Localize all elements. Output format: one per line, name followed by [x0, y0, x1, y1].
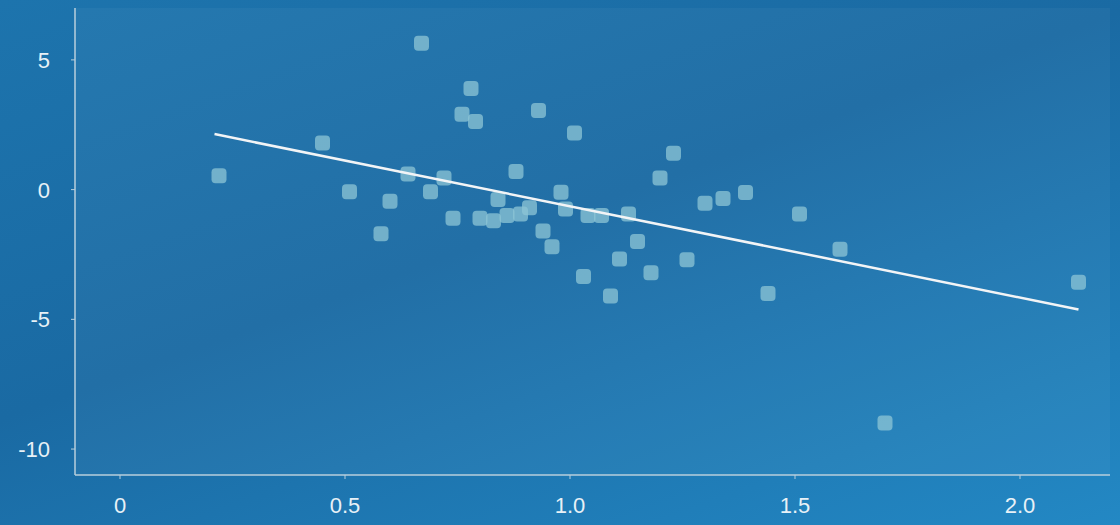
point	[716, 191, 731, 206]
point	[833, 242, 848, 257]
y-tick	[71, 59, 75, 60]
x-axis	[75, 474, 1110, 476]
point	[554, 185, 569, 200]
point	[761, 286, 776, 301]
y-tick	[71, 319, 75, 320]
point	[531, 103, 546, 118]
point	[698, 196, 713, 211]
point	[315, 135, 330, 150]
point	[509, 164, 524, 179]
point	[576, 269, 591, 284]
x-tick-label: 2.0	[1005, 493, 1036, 518]
point	[630, 234, 645, 249]
point	[473, 211, 488, 226]
point	[738, 185, 753, 200]
point	[1071, 275, 1086, 290]
point	[567, 126, 582, 141]
point	[455, 107, 470, 122]
plot-area	[75, 8, 1110, 475]
point	[446, 211, 461, 226]
point	[522, 200, 537, 215]
point	[464, 81, 479, 96]
point	[468, 114, 483, 129]
point	[792, 206, 807, 221]
y-tick-label: 0	[38, 178, 50, 203]
point	[680, 252, 695, 267]
point	[500, 208, 515, 223]
point	[423, 184, 438, 199]
point	[212, 168, 227, 183]
x-tick	[795, 475, 796, 479]
point	[612, 251, 627, 266]
point	[374, 226, 389, 241]
y-tick	[71, 189, 75, 190]
point	[491, 192, 506, 207]
y-tick	[71, 449, 75, 450]
x-tick-label: 0	[114, 493, 126, 518]
point	[486, 213, 501, 228]
x-tick-label: 1.0	[555, 493, 586, 518]
point	[603, 288, 618, 303]
point	[653, 170, 668, 185]
y-tick-label: -10	[18, 437, 50, 462]
point	[437, 170, 452, 185]
trend-line	[215, 134, 1079, 309]
x-tick	[120, 475, 121, 479]
point	[644, 265, 659, 280]
point	[878, 416, 893, 431]
point	[545, 239, 560, 254]
plot-marks	[212, 36, 1087, 431]
y-tick-label: -5	[30, 307, 50, 332]
chart: -10 -5 0 5 0 0.5 1.0 1.5 2.0	[0, 0, 1120, 525]
point	[666, 146, 681, 161]
point	[342, 184, 357, 199]
x-tick-label: 1.5	[780, 493, 811, 518]
y-axis	[74, 8, 76, 475]
x-tick	[1020, 475, 1021, 479]
point	[383, 194, 398, 209]
point	[414, 36, 429, 51]
x-tick-label: 0.5	[330, 493, 361, 518]
point	[536, 224, 551, 239]
x-tick	[570, 475, 571, 479]
y-tick-label: 5	[38, 48, 50, 73]
x-tick	[345, 475, 346, 479]
